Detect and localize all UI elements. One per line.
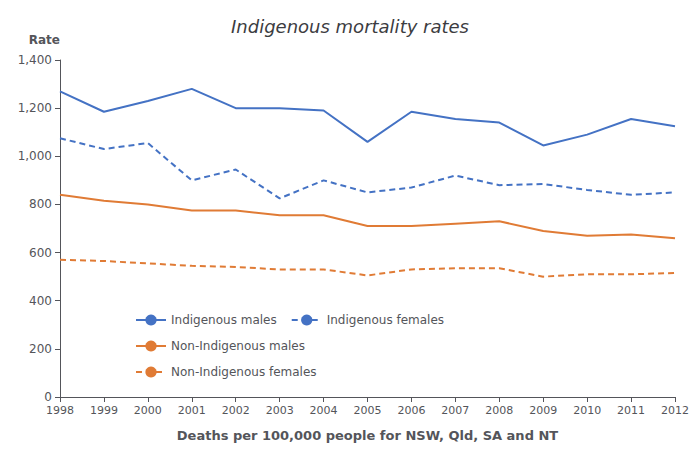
svg-text:2010: 2010 bbox=[573, 404, 601, 417]
svg-text:Deaths per 100,000 people for: Deaths per 100,000 people for NSW, Qld, … bbox=[177, 428, 559, 443]
svg-text:2002: 2002 bbox=[222, 404, 250, 417]
svg-text:2006: 2006 bbox=[397, 404, 425, 417]
svg-text:Non-Indigenous males: Non-Indigenous males bbox=[171, 339, 305, 353]
svg-text:1,400: 1,400 bbox=[18, 53, 52, 67]
svg-text:2011: 2011 bbox=[617, 404, 645, 417]
svg-text:2000: 2000 bbox=[134, 404, 162, 417]
svg-text:1,200: 1,200 bbox=[18, 101, 52, 115]
svg-text:2005: 2005 bbox=[354, 404, 382, 417]
svg-text:2007: 2007 bbox=[441, 404, 469, 417]
svg-text:2008: 2008 bbox=[485, 404, 513, 417]
svg-text:200: 200 bbox=[29, 342, 52, 356]
svg-text:Indigenous males: Indigenous males bbox=[171, 313, 277, 327]
svg-text:Non-Indigenous females: Non-Indigenous females bbox=[171, 365, 317, 379]
svg-text:800: 800 bbox=[29, 197, 52, 211]
svg-text:2009: 2009 bbox=[529, 404, 557, 417]
svg-text:1999: 1999 bbox=[90, 404, 118, 417]
svg-text:2012: 2012 bbox=[661, 404, 689, 417]
svg-text:600: 600 bbox=[29, 246, 52, 260]
svg-text:1998: 1998 bbox=[46, 404, 74, 417]
svg-text:1,000: 1,000 bbox=[18, 149, 52, 163]
svg-text:2003: 2003 bbox=[266, 404, 294, 417]
svg-text:Indigenous mortality rates: Indigenous mortality rates bbox=[231, 16, 469, 37]
svg-text:400: 400 bbox=[29, 294, 52, 308]
svg-text:2004: 2004 bbox=[310, 404, 338, 417]
svg-text:Indigenous females: Indigenous females bbox=[327, 313, 444, 327]
svg-text:2001: 2001 bbox=[178, 404, 206, 417]
svg-text:Rate: Rate bbox=[29, 33, 60, 47]
svg-text:0: 0 bbox=[44, 390, 52, 404]
